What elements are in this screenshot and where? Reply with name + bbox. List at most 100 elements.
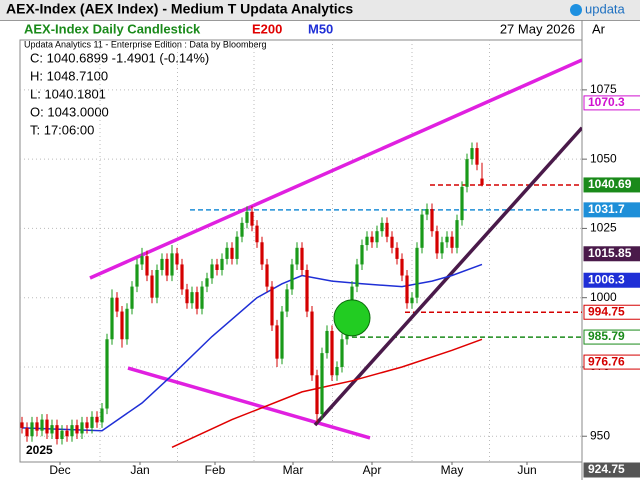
candle-body	[35, 422, 39, 431]
price-label: 1015.85	[588, 246, 632, 260]
candle-body	[30, 422, 34, 437]
candle-body	[405, 275, 409, 304]
candle-body	[285, 289, 289, 312]
candle-body	[185, 289, 189, 304]
candle-body	[135, 264, 139, 287]
candle-body	[250, 211, 254, 226]
x-tick-label: Mar	[283, 463, 304, 477]
candle-body	[60, 430, 64, 440]
candle-body	[220, 258, 224, 270]
x-tick-label: Jun	[517, 463, 536, 477]
candle-body	[470, 148, 474, 160]
candle-body	[270, 286, 274, 326]
candle-body	[170, 253, 174, 276]
price-label-box	[583, 202, 640, 218]
y-tick-label: 1025	[590, 221, 617, 235]
candle-body	[100, 408, 104, 423]
brand-icon	[570, 4, 582, 16]
candle-body	[365, 236, 369, 246]
candle-body	[375, 231, 379, 243]
price-label-box	[583, 354, 640, 370]
candle-body	[215, 264, 219, 270]
candle-body	[50, 425, 54, 434]
candle-body	[90, 416, 94, 428]
candle-body	[455, 220, 459, 248]
price-label: 924.75	[588, 462, 625, 476]
candle-body	[85, 422, 89, 428]
info-line: T: 17:06:00	[30, 122, 94, 137]
candle-body	[150, 275, 154, 298]
candle-body	[175, 253, 179, 265]
candle-body	[415, 247, 419, 298]
info-line: L: 1040.1801	[30, 86, 106, 101]
candle-body	[235, 236, 239, 259]
candle-body	[330, 330, 334, 376]
candle-body	[260, 242, 264, 265]
year-label: 2025	[26, 443, 53, 457]
candle-body	[115, 297, 119, 312]
candle-body	[395, 247, 399, 259]
candle-body	[245, 211, 249, 223]
candle-body	[190, 292, 194, 304]
candle-body	[40, 419, 44, 431]
candle-body	[110, 297, 114, 340]
x-tick-label: Dec	[49, 463, 70, 477]
candle-body	[385, 222, 389, 237]
price-label: 1031.7	[588, 202, 625, 216]
candle-body	[315, 375, 319, 415]
candle-body	[75, 425, 79, 434]
candle-body	[320, 353, 324, 415]
legend-item: M50	[308, 21, 333, 36]
y-tick-label: 950	[590, 428, 610, 442]
candle-body	[475, 148, 479, 165]
price-label: 1040.69	[588, 177, 632, 191]
price-label-box	[583, 462, 640, 478]
price-label: 976.76	[588, 354, 625, 368]
legend-item: E200	[252, 21, 282, 36]
candle-body	[450, 236, 454, 248]
price-label: 1006.3	[588, 272, 625, 286]
candle-body	[430, 209, 434, 232]
candle-body	[210, 264, 214, 279]
x-tick-label: Feb	[205, 463, 226, 477]
subtitle: AEX-Index Daily Candlestick	[24, 21, 201, 36]
candle-body	[275, 325, 279, 359]
price-label-box	[583, 304, 640, 320]
y-tick-label: 1000	[590, 290, 617, 304]
candle-body	[140, 256, 144, 265]
y-tick-label: 1075	[590, 82, 617, 96]
candle-body	[25, 427, 29, 437]
candle-body	[295, 247, 299, 265]
candle-body	[195, 292, 199, 309]
price-label: 1070.3	[588, 95, 625, 109]
candle-body	[355, 264, 359, 287]
candle-body	[445, 236, 449, 243]
candle-body	[205, 278, 209, 287]
candle-body	[180, 264, 184, 290]
candle-body	[145, 256, 149, 276]
candle-body	[410, 297, 414, 304]
x-tick-label: Jan	[130, 463, 149, 477]
candle-body	[390, 236, 394, 248]
candle-body	[120, 311, 124, 340]
info-line: O: 1043.0000	[30, 104, 109, 119]
candle-body	[240, 222, 244, 237]
candle-body	[380, 222, 384, 232]
candle-body	[70, 425, 74, 437]
candle-body	[460, 186, 464, 221]
candle-body	[160, 258, 164, 270]
candle-body	[420, 214, 424, 248]
candle-body	[400, 258, 404, 276]
date: 27 May 2026	[500, 21, 575, 36]
candle-body	[165, 258, 169, 276]
price-label: 994.75	[588, 304, 625, 318]
price-label-box	[583, 95, 640, 111]
candle-body	[310, 311, 314, 376]
price-label-box	[583, 177, 640, 193]
price-label: 985.79	[588, 329, 625, 343]
candle-body	[425, 209, 429, 215]
candle-body	[440, 242, 444, 254]
candle-body	[360, 245, 364, 265]
candle-body	[290, 264, 294, 290]
